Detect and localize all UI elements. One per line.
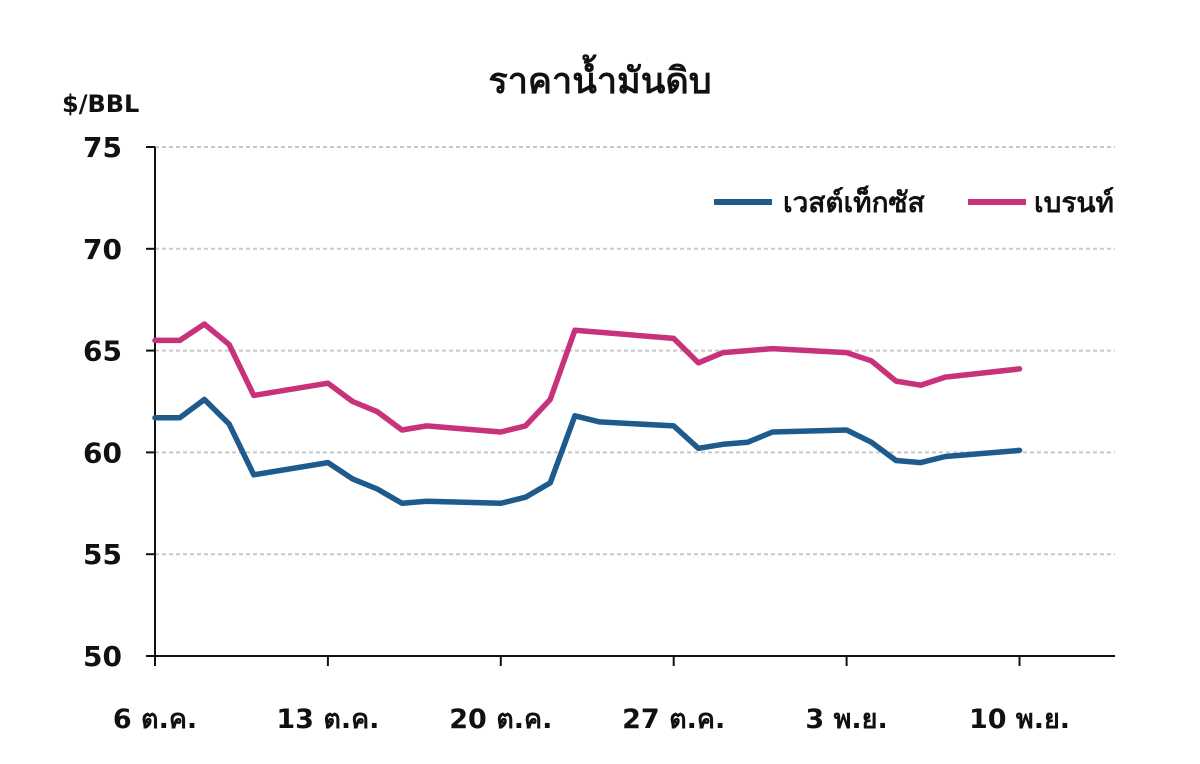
series-line (152, 396, 1023, 507)
y-tick-label: 50 (83, 640, 122, 673)
legend-label: เบรนท์ (1034, 186, 1114, 219)
series-line (152, 321, 1023, 435)
x-tick-label: 6 ต.ค. (113, 704, 197, 735)
y-tick-label: 70 (83, 233, 122, 266)
chart-title: ราคาน้ำมันดิบ (488, 61, 712, 102)
x-tick-label: 20 ต.ค. (449, 704, 552, 735)
y-tick-label: 60 (83, 436, 122, 469)
y-tick-label: 65 (83, 335, 122, 368)
x-tick-label: 27 ต.ค. (622, 704, 725, 735)
y-axis-unit-label: $/BBL (62, 90, 140, 118)
y-tick-label: 55 (83, 538, 122, 571)
y-tick-label: 75 (83, 131, 122, 164)
x-tick-label: 3 พ.ย. (805, 704, 887, 735)
legend-label: เวสต์เท็กซัส (783, 185, 926, 219)
x-tick-label: 10 พ.ย. (969, 704, 1070, 735)
x-tick-label: 13 ต.ค. (276, 704, 379, 735)
